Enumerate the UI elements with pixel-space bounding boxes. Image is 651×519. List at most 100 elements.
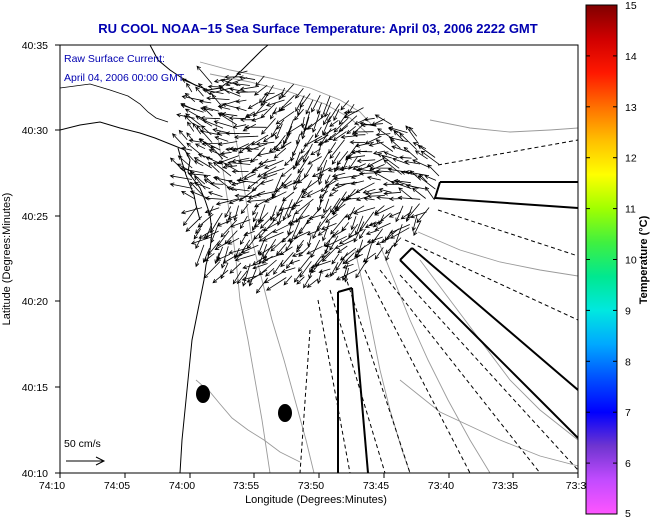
current-arrow [329, 119, 339, 127]
current-arrow [322, 127, 337, 136]
current-arrow [282, 199, 293, 222]
current-arrow [350, 216, 357, 231]
current-arrow [283, 179, 301, 189]
current-arrow [182, 207, 197, 227]
current-arrow [333, 108, 340, 122]
current-arrow [317, 227, 329, 236]
current-arrow [307, 235, 312, 248]
current-arrow [328, 142, 337, 154]
current-arrow [279, 102, 292, 111]
current-arrow [318, 174, 323, 186]
current-arrow [265, 268, 275, 277]
current-arrow [259, 213, 275, 229]
current-arrow [262, 168, 285, 177]
current-arrow [202, 119, 224, 129]
current-arrow [181, 78, 201, 88]
current-arrow [272, 212, 282, 222]
current-arrow [214, 136, 229, 142]
current-arrow [405, 183, 428, 190]
current-arrow [348, 156, 359, 171]
current-arrow [372, 150, 385, 155]
current-arrow [198, 99, 212, 104]
current-arrow [273, 259, 284, 275]
current-arrow [359, 228, 366, 240]
current-arrow [295, 95, 305, 113]
current-arrow [243, 173, 257, 180]
current-arrow [212, 128, 229, 134]
current-arrow [212, 161, 232, 177]
current-arrow [242, 123, 257, 132]
current-arrow [316, 102, 322, 115]
current-arrow [252, 212, 259, 223]
current-arrow [233, 134, 259, 140]
current-arrow [196, 124, 213, 143]
x-axis: 74:10 74:05 74:00 73:55 73:50 73:45 73:4… [39, 473, 586, 506]
current-arrow [293, 175, 301, 191]
current-arrow [294, 198, 314, 215]
y-tick-label: 40:25 [22, 211, 48, 223]
current-arrow [366, 236, 383, 244]
current-arrow [280, 251, 294, 268]
current-arrow [231, 157, 250, 164]
current-arrow [398, 155, 412, 160]
current-arrow [409, 211, 427, 219]
current-arrow [332, 131, 347, 141]
current-arrow [397, 195, 421, 201]
current-arrow [266, 277, 287, 291]
current-arrow [240, 203, 249, 215]
buoy-marker [278, 404, 292, 422]
current-arrow [375, 169, 395, 174]
current-arrow [241, 275, 258, 282]
current-arrow [342, 263, 354, 269]
current-arrow [335, 252, 348, 272]
current-arrow [376, 195, 391, 200]
current-arrow [252, 205, 259, 216]
current-arrow [232, 270, 242, 285]
current-arrow [227, 237, 240, 245]
shipping-lanes [337, 181, 578, 473]
current-arrow [320, 175, 338, 193]
current-arrow [321, 221, 330, 242]
current-arrow [420, 150, 440, 165]
current-arrow [229, 219, 251, 228]
x-tick-label: 73:40 [428, 480, 454, 492]
current-arrow [306, 188, 323, 198]
colorbar-ticks: 5 6 7 8 9 10 11 12 13 14 15 [586, 0, 637, 519]
current-arrow [275, 123, 283, 140]
current-arrow [208, 149, 228, 159]
current-arrow [254, 84, 268, 96]
current-arrow [374, 222, 391, 231]
current-arrow [388, 211, 402, 218]
current-arrow [403, 159, 421, 165]
current-arrow [347, 155, 366, 160]
current-arrow [381, 155, 400, 169]
current-arrow [329, 139, 345, 159]
current-arrow [179, 166, 204, 174]
current-arrow [374, 205, 385, 215]
current-arrow [303, 111, 311, 132]
current-arrow [289, 259, 300, 265]
current-arrow [412, 159, 430, 168]
current-arrow [351, 124, 364, 135]
current-arrow [383, 191, 402, 196]
current-arrow [403, 146, 418, 160]
current-arrow [352, 132, 366, 138]
current-arrow [306, 245, 323, 255]
current-arrow [404, 170, 428, 176]
annotation-line-2: April 04, 2006 00:00 GMT [64, 72, 185, 84]
current-arrow [411, 214, 418, 232]
current-arrow [355, 238, 377, 253]
current-arrow [400, 211, 412, 220]
current-arrow [238, 239, 251, 258]
x-tick-label: 73:35 [492, 480, 518, 492]
current-arrow [207, 84, 220, 89]
scale-reference: 50 cm/s [64, 438, 106, 466]
current-arrow [243, 230, 255, 237]
current-arrow [247, 102, 259, 109]
current-arrow [355, 196, 368, 202]
current-arrow [224, 206, 232, 218]
current-arrow [245, 146, 259, 151]
current-arrow [224, 163, 240, 173]
current-arrow [331, 151, 341, 165]
current-arrow [427, 164, 440, 177]
